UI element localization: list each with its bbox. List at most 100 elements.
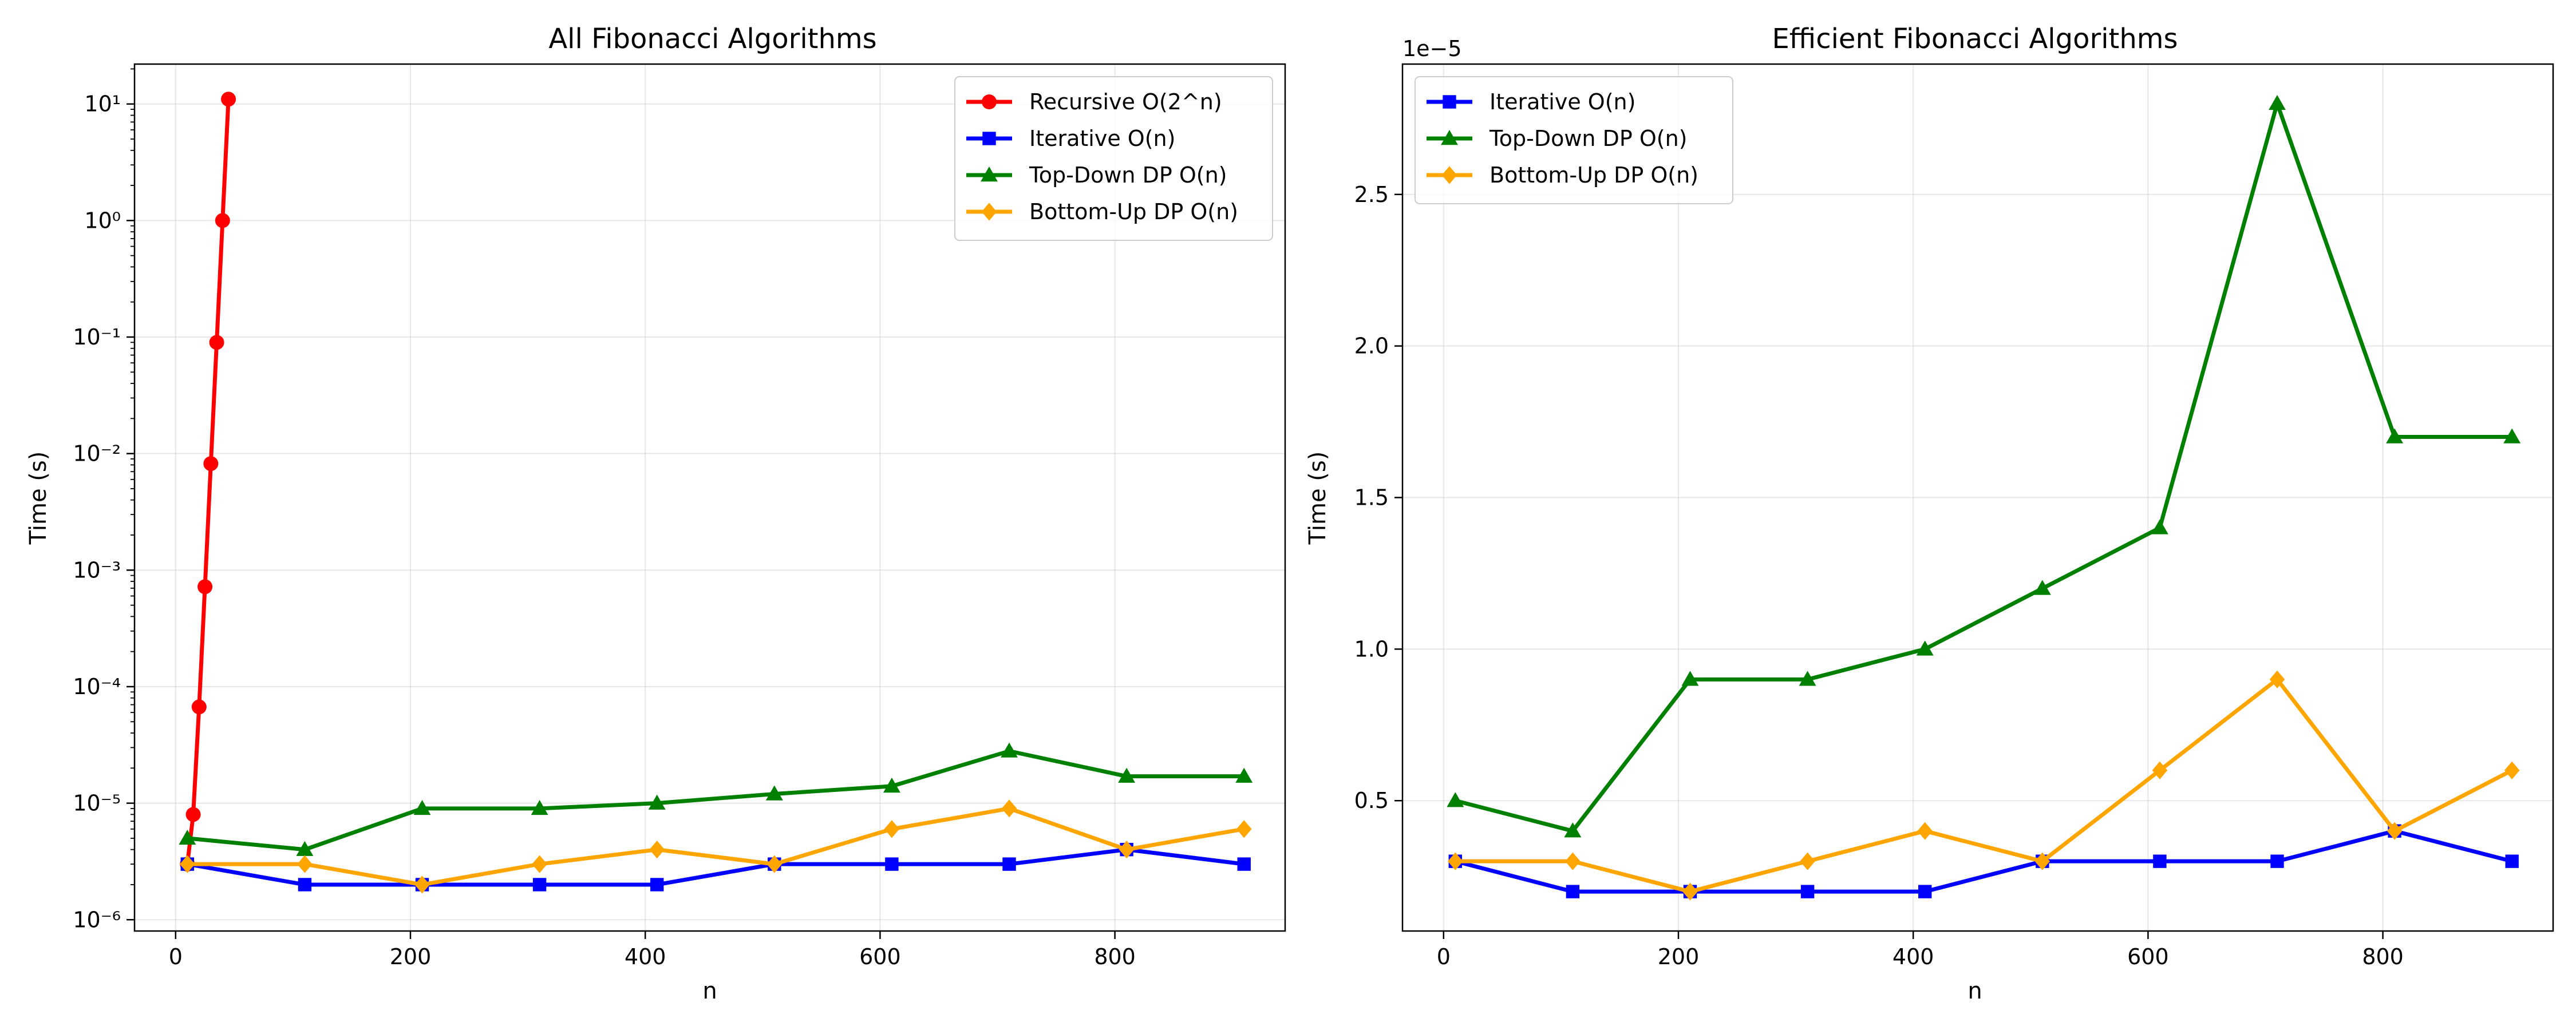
data-point-triangle <box>2269 94 2286 110</box>
x-tick-label: 600 <box>859 944 901 969</box>
data-point-square <box>2270 854 2284 868</box>
data-point-square <box>1566 885 1580 898</box>
y-axis-label: Time (s) <box>1305 451 1331 545</box>
data-point-triangle <box>1681 671 1699 686</box>
legend-item: Iterative O(n) <box>966 126 1175 151</box>
series <box>179 742 1253 856</box>
y-axis-offset-label: 1e−5 <box>1402 36 1462 61</box>
series-line <box>185 99 231 865</box>
y-tick-label: 2.0 <box>1354 334 1389 359</box>
data-point-diamond <box>1448 852 1463 870</box>
data-point-circle <box>197 579 213 595</box>
chart-efficient-algorithms: Efficient Fibonacci Algorithms 0 200 400 60… <box>1305 23 2554 1004</box>
data-point-diamond <box>414 876 430 894</box>
data-point-circle <box>203 456 219 472</box>
data-point-triangle <box>883 777 900 793</box>
data-point-circle <box>191 699 207 715</box>
x-tick-label: 0 <box>169 944 183 969</box>
data-point-triangle <box>1799 671 1816 686</box>
data-point-diamond <box>1565 852 1581 870</box>
y-tick-label: 10⁻⁵ <box>73 791 121 816</box>
legend-frame <box>1415 76 1733 204</box>
data-point-square <box>2153 854 2167 868</box>
legend-item: Iterative O(n) <box>1427 89 1635 114</box>
data-point-square <box>1002 857 1016 871</box>
data-point-triangle <box>531 799 548 815</box>
data-point-triangle <box>1235 767 1253 783</box>
data-point-diamond <box>767 855 783 873</box>
data-point-triangle <box>296 841 314 856</box>
plot-area-frame <box>133 63 1286 932</box>
y-tick-label: 1.5 <box>1354 485 1389 510</box>
x-tick-label: 400 <box>625 944 666 969</box>
legend-label: Top-Down DP O(n) <box>1029 163 1227 188</box>
x-tick-label: 200 <box>1658 944 1700 969</box>
y-tick-label: 10⁻³ <box>73 557 121 583</box>
legend-marker-diamond <box>981 203 997 221</box>
data-point-triangle <box>1916 640 1934 656</box>
series-line <box>1455 829 2513 894</box>
data-point-diamond <box>2387 822 2403 840</box>
legend: Iterative O(n) Top-Down DP O(n) Bottom-Up … <box>1415 76 1733 204</box>
x-tick-label: 200 <box>390 944 432 969</box>
data-point-square <box>1918 885 1932 898</box>
data-point-triangle <box>765 785 783 801</box>
data-point-circle <box>209 335 224 350</box>
data-point-triangle <box>2151 519 2168 534</box>
data-point-square <box>650 878 664 892</box>
data-point-diamond <box>1119 841 1135 859</box>
data-point-triangle <box>413 799 431 815</box>
series-line <box>1455 677 2513 894</box>
data-point-triangle <box>1564 822 1582 838</box>
data-point-circle <box>215 213 230 228</box>
chart-all-algorithms: All Fibonacci Algorithms 0 200 400 600 800 10… <box>25 23 1286 1004</box>
data-point-square <box>1237 857 1251 871</box>
legend-marker-diamond <box>1441 166 1457 184</box>
x-tick-label: 0 <box>1437 944 1451 969</box>
data-point-diamond <box>2504 761 2520 779</box>
legend-item: Bottom-Up DP O(n) <box>1427 163 1698 188</box>
legend-marker-square <box>1443 95 1456 109</box>
legend-label: Iterative O(n) <box>1490 89 1635 114</box>
data-point-triangle <box>2503 428 2521 443</box>
data-point-diamond <box>1682 882 1698 901</box>
data-point-diamond <box>1800 852 1815 870</box>
data-point-square <box>885 857 899 871</box>
x-tick-label: 400 <box>1893 944 1934 969</box>
legend-label: Iterative O(n) <box>1029 126 1175 151</box>
data-point-diamond <box>297 855 313 873</box>
data-point-diamond <box>884 820 900 838</box>
data-point-square <box>1800 885 1815 898</box>
series-line <box>187 806 1244 887</box>
y-tick-label: 2.5 <box>1354 182 1389 207</box>
chart-title: All Fibonacci Algorithms <box>548 23 876 55</box>
legend-marker-circle <box>982 94 997 109</box>
data-point-triangle <box>2033 580 2051 595</box>
legend-marker-triangle <box>1441 130 1458 145</box>
x-tick-label: 800 <box>2362 944 2404 969</box>
x-axis-label: n <box>702 978 717 1004</box>
y-tick-label: 10⁻¹ <box>73 324 121 350</box>
series-line <box>187 847 1244 887</box>
data-point-diamond <box>1236 820 1252 838</box>
legend-item: Bottom-Up DP O(n) <box>966 199 1238 224</box>
legend-frame <box>954 76 1273 241</box>
legend-item: Top-Down DP O(n) <box>1427 126 1688 151</box>
legend-label: Top-Down DP O(n) <box>1489 126 1688 151</box>
data-point-circle <box>221 92 236 107</box>
data-point-diamond <box>532 855 547 873</box>
data-point-diamond <box>180 855 195 873</box>
data-point-diamond <box>1001 799 1017 818</box>
y-axis-label: Time (s) <box>25 451 52 545</box>
data-point-diamond <box>2269 670 2285 688</box>
data-point-diamond <box>1917 822 1933 840</box>
legend-item: Top-Down DP O(n) <box>966 163 1227 188</box>
data-point-diamond <box>2152 761 2168 779</box>
data-point-triangle <box>2386 428 2404 443</box>
x-tick-label: 800 <box>1094 944 1136 969</box>
y-tick-label: 0.5 <box>1354 788 1389 813</box>
x-tick-label: 600 <box>2127 944 2169 969</box>
data-point-triangle <box>1447 792 1464 807</box>
data-point-square <box>2505 854 2519 868</box>
